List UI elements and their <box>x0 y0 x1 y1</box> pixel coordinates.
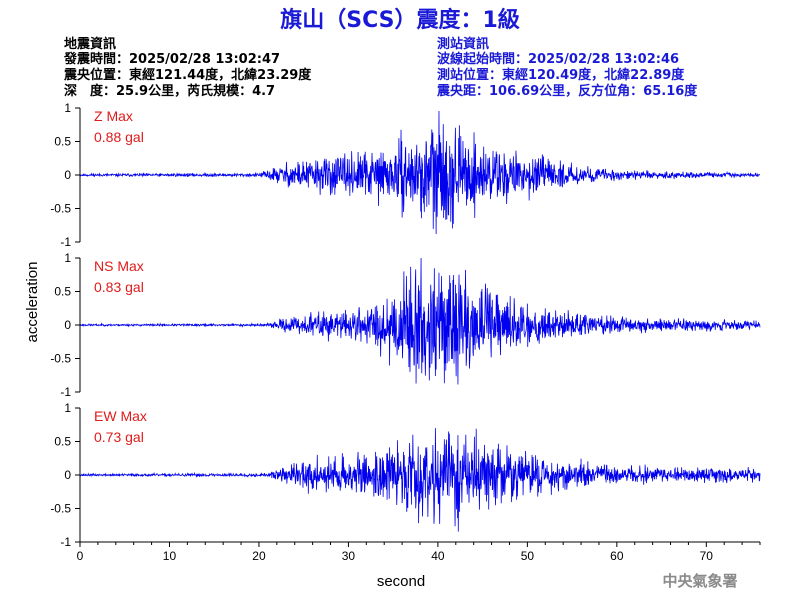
series-max-label: 0.88 gal <box>94 129 144 145</box>
waveform-line-0 <box>79 110 761 234</box>
y-tick-label: 0 <box>64 468 71 482</box>
x-tick-label: 10 <box>163 549 177 563</box>
station-info-location: 測站位置：東經120.49度，北緯22.89度 <box>437 67 685 83</box>
y-tick-label: -0.5 <box>50 202 71 216</box>
credit-watermark: 中央氣象署 <box>662 572 737 590</box>
quake-info-depth-magnitude: 深 度：25.9公里，芮氏規模：4.7 <box>64 83 275 99</box>
panel-2: 1 0.5 0 -0.5 -1 EW Max 0.73 gal <box>50 401 761 549</box>
x-axis-label: second <box>377 573 425 590</box>
x-tick-label: 60 <box>610 549 624 563</box>
station-info-wave-start: 波線起始時間：2025/02/28 13:02:46 <box>437 51 679 67</box>
y-tick-label: 1 <box>64 251 71 265</box>
y-tick-label: 0 <box>64 318 71 332</box>
panel-0: 1 0.5 0 -0.5 -1 Z Max 0.88 gal <box>50 101 761 249</box>
panel-1: 1 0.5 0 -0.5 -1 NS Max 0.83 gal <box>50 251 761 399</box>
station-info-heading: 測站資訊 <box>437 36 489 52</box>
y-tick-label: -1 <box>60 385 71 399</box>
y-axis-label: acceleration <box>24 262 41 343</box>
y-tick-label: -0.5 <box>50 502 71 516</box>
quake-info-time: 發震時間：2025/02/28 13:02:47 <box>63 51 280 67</box>
series-max-label: 0.73 gal <box>94 429 144 445</box>
quake-info-epicenter: 震央位置：東經121.44度，北緯23.29度 <box>63 67 312 83</box>
x-tick-label: 70 <box>700 549 714 563</box>
station-info-distance: 震央距：106.69公里，反方位角：65.16度 <box>436 83 698 99</box>
series-name-label: NS Max <box>94 258 144 274</box>
waveform-line-2 <box>79 428 761 532</box>
waveform-line-1 <box>79 258 761 385</box>
quake-info-heading: 地震資訊 <box>64 36 116 52</box>
y-tick-label: -0.5 <box>50 352 71 366</box>
x-tick-label: 50 <box>521 549 535 563</box>
x-tick-label: 40 <box>431 549 445 563</box>
x-tick-label: 20 <box>252 549 266 563</box>
page-title: 旗山（SCS）震度：1級 <box>280 7 520 33</box>
y-tick-label: 0.5 <box>54 435 71 449</box>
y-tick-label: 1 <box>64 401 71 415</box>
y-tick-label: 0.5 <box>54 135 71 149</box>
y-tick-label: 0 <box>64 168 71 182</box>
series-max-label: 0.83 gal <box>94 279 144 295</box>
x-tick-label: 0 <box>77 549 84 563</box>
x-tick-label: 30 <box>342 549 356 563</box>
panels-group: 1 0.5 0 -0.5 -1 Z Max 0.88 gal 1 0.5 0 -0.5 -1 NS Ma… <box>50 101 761 563</box>
y-tick-label: 0.5 <box>54 285 71 299</box>
y-tick-label: -1 <box>60 235 71 249</box>
series-name-label: Z Max <box>94 108 133 124</box>
series-name-label: EW Max <box>94 408 147 424</box>
y-tick-label: -1 <box>60 535 71 549</box>
y-tick-label: 1 <box>64 101 71 115</box>
